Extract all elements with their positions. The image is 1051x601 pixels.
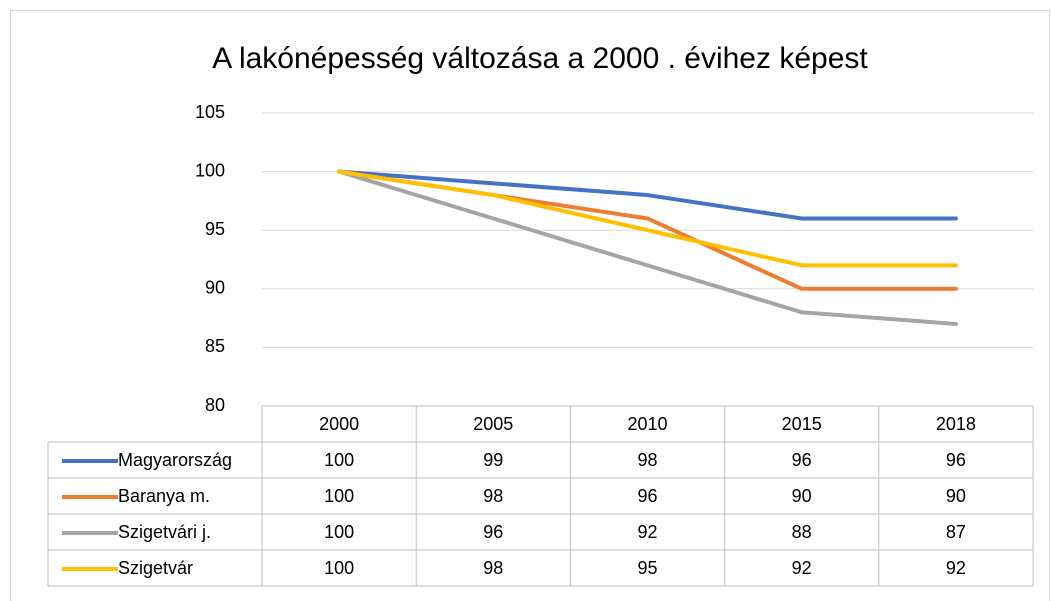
y-tick-label: 80 xyxy=(205,395,225,415)
series-line xyxy=(337,169,958,268)
y-tick-label: 95 xyxy=(205,219,225,239)
table-value: 92 xyxy=(792,558,812,578)
x-tick-label: 2015 xyxy=(782,414,822,434)
table-value: 100 xyxy=(324,558,354,578)
table-value: 98 xyxy=(483,486,503,506)
table-value: 92 xyxy=(637,522,657,542)
legend-label: Magyarország xyxy=(118,450,232,470)
x-tick-label: 2018 xyxy=(936,414,976,434)
x-tick-label: 2005 xyxy=(473,414,513,434)
table-value: 99 xyxy=(483,450,503,470)
y-tick-label: 90 xyxy=(205,278,225,298)
table-value: 96 xyxy=(483,522,503,542)
table-value: 96 xyxy=(792,450,812,470)
table-value: 96 xyxy=(946,450,966,470)
series-line xyxy=(337,169,958,326)
table-value: 92 xyxy=(946,558,966,578)
table-value: 88 xyxy=(792,522,812,542)
table-value: 100 xyxy=(324,522,354,542)
y-tick-label: 100 xyxy=(195,160,225,180)
legend-label: Szigetvári j. xyxy=(118,522,211,542)
table-value: 96 xyxy=(637,486,657,506)
y-tick-label: 105 xyxy=(195,102,225,122)
table-value: 100 xyxy=(324,486,354,506)
chart-frame xyxy=(10,10,1050,601)
legend-label: Baranya m. xyxy=(118,486,210,506)
table-value: 100 xyxy=(324,450,354,470)
x-tick-label: 2010 xyxy=(627,414,667,434)
y-tick-label: 85 xyxy=(205,336,225,356)
table-value: 90 xyxy=(792,486,812,506)
table-value: 98 xyxy=(637,450,657,470)
table-value: 90 xyxy=(946,486,966,506)
x-tick-label: 2000 xyxy=(319,414,359,434)
table-value: 95 xyxy=(637,558,657,578)
series-line xyxy=(337,169,958,221)
table-value: 98 xyxy=(483,558,503,578)
table-value: 87 xyxy=(946,522,966,542)
legend-label: Szigetvár xyxy=(118,558,193,578)
chart-title: A lakónépesség változása a 2000 . évihez… xyxy=(212,42,868,75)
